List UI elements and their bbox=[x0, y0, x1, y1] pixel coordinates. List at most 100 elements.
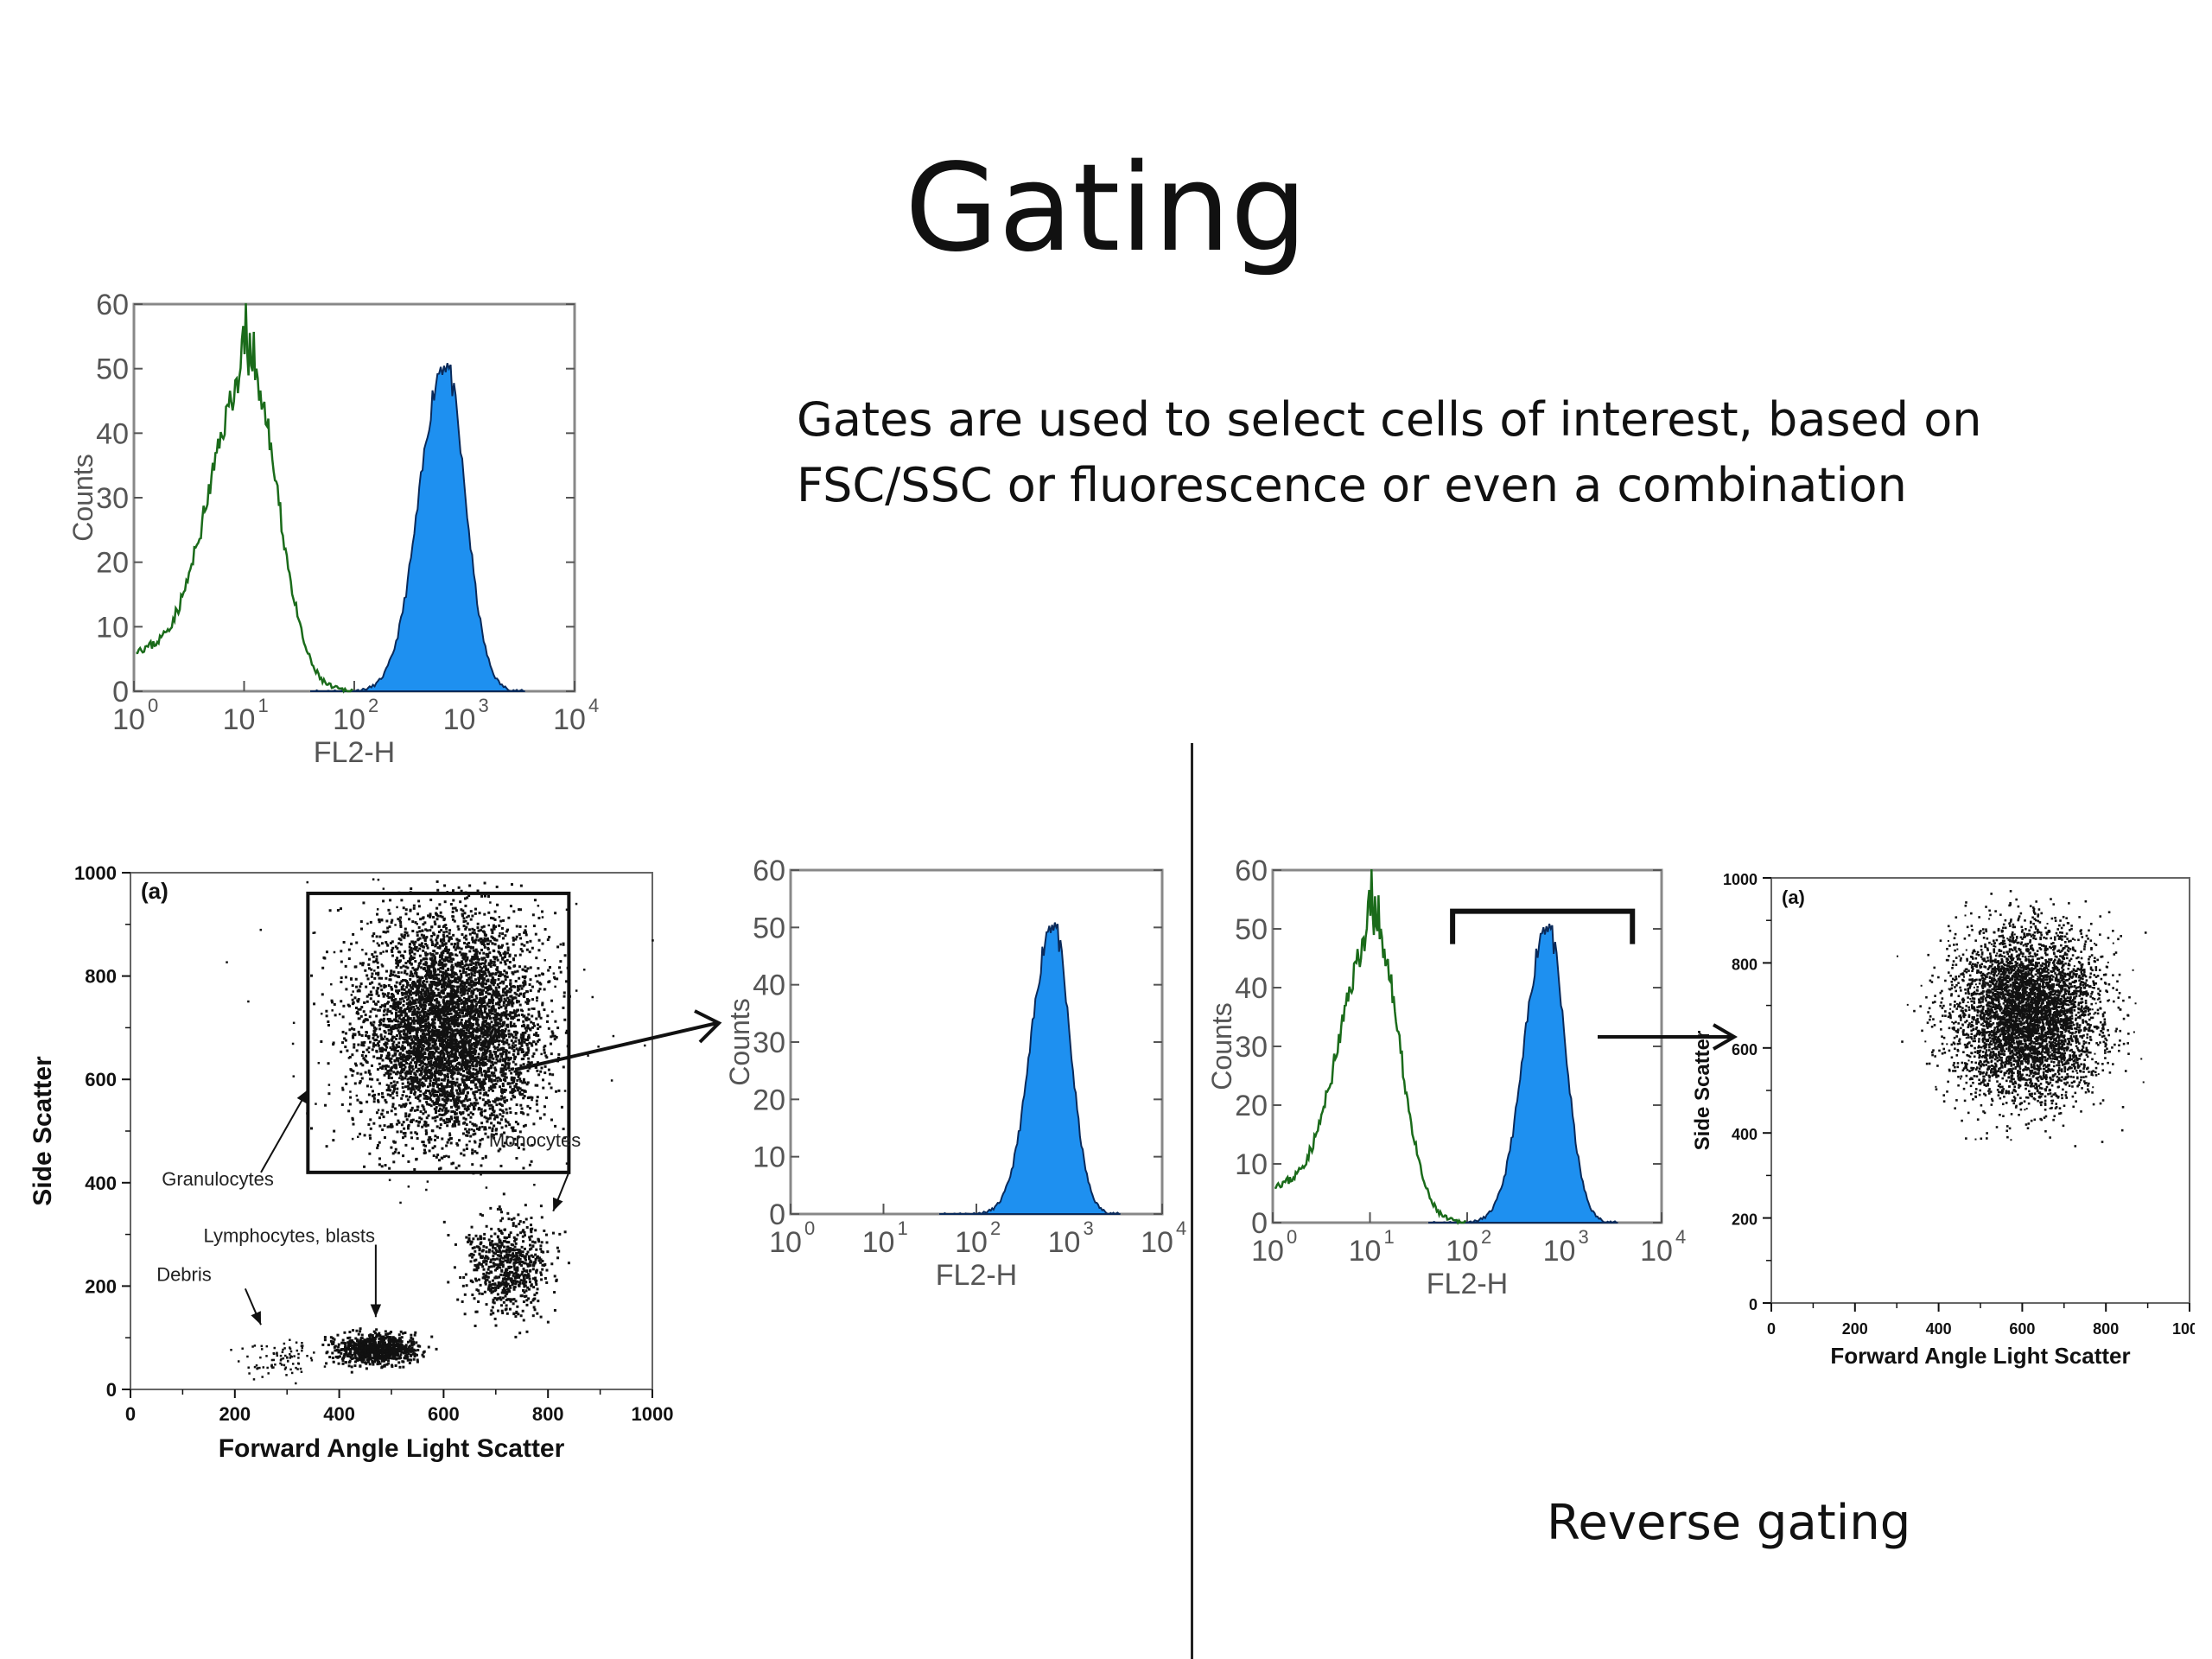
x-tick-label: 200 bbox=[1842, 1320, 1868, 1338]
gate-rectangle bbox=[306, 891, 571, 1174]
histogram-control-peak bbox=[1274, 868, 1467, 1225]
y-tick-label: 1000 bbox=[1723, 871, 1758, 888]
gate-bracket bbox=[1450, 908, 1636, 944]
x-tick-exponent: 2 bbox=[990, 1217, 1001, 1239]
x-tick-exponent: 4 bbox=[1176, 1217, 1186, 1239]
y-axis-label: Side Scatter bbox=[29, 1056, 57, 1206]
vertical-divider bbox=[1191, 743, 1193, 1659]
y-tick-label: 50 bbox=[96, 353, 129, 386]
y-tick-label: 40 bbox=[96, 417, 129, 450]
gate-arrow bbox=[514, 1009, 722, 1071]
x-tick-base: 10 bbox=[1048, 1226, 1081, 1259]
y-tick-label: 0 bbox=[769, 1198, 785, 1231]
x-tick-label: 1000 bbox=[2172, 1320, 2195, 1338]
x-tick-base: 10 bbox=[862, 1226, 895, 1259]
y-tick-label: 0 bbox=[106, 1379, 117, 1401]
reverse-gating-label: Reverse gating bbox=[1547, 1495, 1911, 1551]
x-tick-label: 10 0 bbox=[112, 695, 158, 736]
y-tick-label: 10 bbox=[1235, 1148, 1268, 1181]
y-tick-label: 1000 bbox=[74, 862, 117, 884]
y-tick-label: 60 bbox=[753, 855, 785, 887]
x-tick-base: 10 bbox=[955, 1226, 988, 1259]
y-axis-label: Counts bbox=[1206, 1002, 1237, 1090]
x-tick-exponent: 4 bbox=[588, 695, 599, 716]
x-tick-label: 10 4 bbox=[1640, 1226, 1686, 1268]
y-tick-label: 30 bbox=[1235, 1031, 1268, 1064]
x-tick-label: 600 bbox=[428, 1403, 460, 1425]
population-label: Monocytes bbox=[489, 1129, 581, 1151]
slide-description: Gates are used to select cells of intere… bbox=[797, 387, 2006, 518]
x-axis-label: FL2-H bbox=[314, 736, 395, 769]
x-tick-label: 200 bbox=[219, 1403, 251, 1425]
x-tick-base: 10 bbox=[1251, 1235, 1284, 1268]
x-tick-label: 10 3 bbox=[443, 695, 489, 736]
x-tick-label: 600 bbox=[2009, 1320, 2035, 1338]
x-tick-base: 10 bbox=[553, 703, 586, 736]
y-tick-label: 60 bbox=[96, 289, 129, 321]
y-tick-label: 20 bbox=[753, 1084, 785, 1116]
x-tick-label: 10 4 bbox=[553, 695, 599, 736]
y-tick-label: 30 bbox=[96, 482, 129, 515]
x-tick-label: 10 1 bbox=[1349, 1226, 1395, 1268]
description-line-2: FSC/SSC or fluorescence or even a combin… bbox=[797, 458, 1907, 512]
x-tick-label: 10 1 bbox=[223, 695, 269, 736]
y-axis-label: Side Scatter bbox=[1691, 1031, 1714, 1151]
x-tick-base: 10 bbox=[1349, 1235, 1382, 1268]
population-label: Lymphocytes, blasts bbox=[204, 1225, 376, 1247]
y-tick-label: 400 bbox=[1732, 1126, 1758, 1143]
x-tick-label: 10 0 bbox=[1251, 1226, 1297, 1268]
panel-label: (a) bbox=[1782, 887, 1805, 908]
scatter-dots bbox=[1896, 890, 2147, 1147]
x-tick-label: 10 2 bbox=[333, 695, 378, 736]
y-tick-label: 600 bbox=[1732, 1041, 1758, 1058]
scatter-plot-main: 0 200 400 600 800 1000 0 200 400 600 800 1000 (a) For… bbox=[29, 862, 674, 1463]
x-tick-base: 10 bbox=[333, 703, 365, 736]
y-tick-label: 10 bbox=[753, 1141, 785, 1174]
plot-frame bbox=[132, 302, 576, 693]
x-axis-label: Forward Angle Light Scatter bbox=[219, 1434, 565, 1463]
x-tick-exponent: 2 bbox=[368, 695, 378, 716]
x-tick-base: 10 bbox=[769, 1226, 802, 1259]
y-tick-label: 600 bbox=[85, 1069, 117, 1090]
y-tick-label: 50 bbox=[753, 912, 785, 944]
y-tick-label: 200 bbox=[1732, 1211, 1758, 1229]
x-axis-label: FL2-H bbox=[1427, 1268, 1508, 1300]
x-tick-base: 10 bbox=[1640, 1235, 1673, 1268]
x-tick-exponent: 3 bbox=[479, 695, 489, 716]
x-tick-label: 10 3 bbox=[1543, 1226, 1589, 1268]
population-label: Debris bbox=[156, 1263, 212, 1285]
panel-label: (a) bbox=[141, 878, 168, 904]
x-tick-exponent: 2 bbox=[1481, 1226, 1491, 1248]
x-tick-label: 10 4 bbox=[1141, 1217, 1186, 1259]
histogram-control-peak bbox=[136, 302, 353, 694]
x-tick-label: 1000 bbox=[632, 1403, 674, 1425]
x-tick-exponent: 1 bbox=[258, 695, 269, 716]
x-tick-base: 10 bbox=[1446, 1235, 1478, 1268]
y-tick-label: 40 bbox=[753, 969, 785, 1002]
x-tick-label: 0 bbox=[1767, 1320, 1776, 1338]
x-tick-label: 800 bbox=[2093, 1320, 2119, 1338]
y-tick-label: 40 bbox=[1235, 972, 1268, 1005]
x-tick-base: 10 bbox=[1141, 1226, 1173, 1259]
y-tick-label: 200 bbox=[85, 1275, 117, 1297]
x-tick-exponent: 1 bbox=[898, 1217, 908, 1239]
y-tick-label: 0 bbox=[1749, 1296, 1758, 1313]
x-axis-label: Forward Angle Light Scatter bbox=[1830, 1343, 2130, 1369]
x-tick-label: 400 bbox=[323, 1403, 355, 1425]
y-tick-label: 50 bbox=[1235, 913, 1268, 946]
x-tick-base: 10 bbox=[223, 703, 256, 736]
plot-frame bbox=[130, 872, 653, 1390]
y-tick-label: 30 bbox=[753, 1027, 785, 1059]
x-tick-exponent: 4 bbox=[1675, 1226, 1686, 1248]
x-tick-exponent: 0 bbox=[148, 695, 158, 716]
x-tick-label: 10 2 bbox=[955, 1217, 1001, 1259]
scatter-plot-reverse: 0 200 400 600 800 1000 0 200 400 600 800 1000 (a) For… bbox=[1691, 871, 2195, 1369]
scatter-dots bbox=[226, 878, 654, 1385]
y-tick-label: 0 bbox=[112, 676, 129, 709]
x-tick-label: 10 3 bbox=[1048, 1217, 1094, 1259]
description-line-1: Gates are used to select cells of intere… bbox=[797, 392, 1982, 447]
y-tick-label: 0 bbox=[1251, 1207, 1268, 1240]
